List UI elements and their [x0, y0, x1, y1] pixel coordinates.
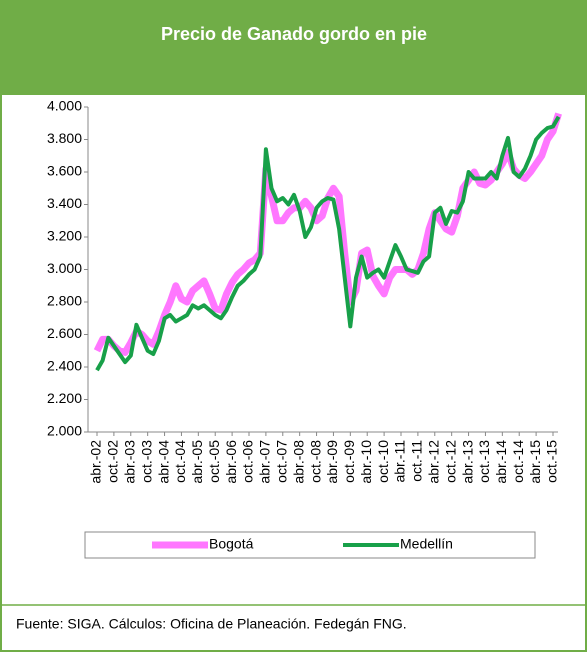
x-tick-label: abr.-09	[324, 440, 340, 484]
x-tick-label: oct.-15	[544, 440, 560, 483]
x-tick-label: abr.-11	[392, 440, 408, 483]
source-note: Fuente: SIGA. Cálculos: Oficina de Plane…	[16, 616, 407, 632]
y-tick-label: 3.800	[47, 130, 82, 146]
x-tick-label: abr.-13	[459, 440, 475, 484]
x-tick-label: oct.-07	[273, 440, 289, 483]
y-tick-label: 2.600	[47, 325, 82, 341]
x-tick-label: abr.-10	[358, 440, 374, 484]
y-tick-label: 2.200	[47, 390, 82, 406]
x-tick-label: oct.-14	[510, 440, 526, 483]
x-tick-label: oct.-13	[476, 440, 492, 483]
x-tick-label: oct.-08	[307, 440, 323, 483]
y-tick-label: 4.000	[47, 98, 82, 114]
x-tick-label: abr.-07	[257, 440, 273, 484]
x-tick-label: oct.-10	[375, 440, 391, 483]
legend-label: Medellín	[400, 536, 453, 552]
y-tick-label: 2.000	[47, 423, 82, 439]
x-tick-label: abr.-02	[88, 440, 104, 484]
x-tick-label: oct.-06	[240, 440, 256, 483]
y-tick-label: 3.600	[47, 163, 82, 179]
x-tick-label: abr.-06	[223, 440, 239, 484]
y-tick-label: 3.000	[47, 260, 82, 276]
x-tick-label: abr.-05	[189, 440, 205, 484]
x-tick-label: abr.-12	[425, 440, 441, 484]
x-tick-label: abr.-08	[290, 440, 306, 484]
series-line	[95, 115, 561, 372]
y-tick-label: 2.400	[47, 358, 82, 374]
x-tick-label: abr.-14	[493, 440, 509, 484]
x-tick-label: abr.-04	[155, 440, 171, 484]
x-tick-label: abr.-15	[527, 440, 543, 484]
header	[1, 1, 586, 95]
y-tick-label: 2.800	[47, 293, 82, 309]
x-tick-label: oct.-04	[172, 440, 188, 483]
x-tick-label: oct.-09	[341, 440, 357, 483]
x-tick-label: oct.-12	[442, 440, 458, 483]
x-tick-label: oct.-03	[138, 440, 154, 483]
x-tick-label: oct.-02	[105, 440, 121, 483]
x-tick-label: oct.-11	[409, 440, 425, 482]
legend-label: Bogotá	[209, 536, 254, 552]
x-tick-label: abr.-03	[121, 440, 137, 484]
y-tick-label: 3.200	[47, 228, 82, 244]
x-tick-label: oct.-05	[206, 440, 222, 483]
chart-title: Precio de Ganado gordo en pie	[161, 24, 427, 44]
y-tick-label: 3.400	[47, 195, 82, 211]
legend	[84, 531, 536, 559]
